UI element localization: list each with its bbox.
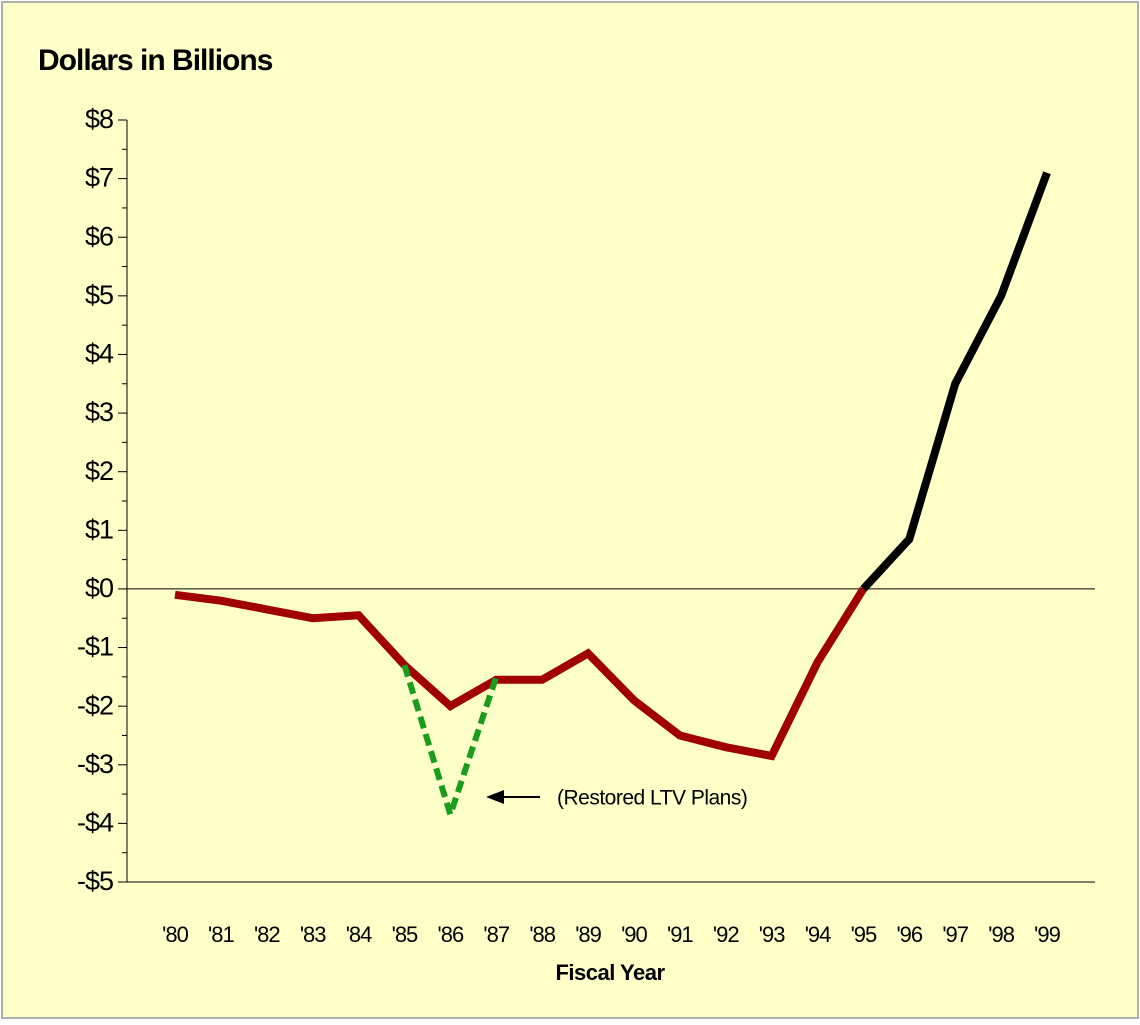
y-tick-label: $0 (85, 573, 113, 603)
y-tick-label: -$4 (77, 808, 114, 838)
y-tick-label: $2 (85, 456, 113, 486)
x-tick-label: '81 (208, 922, 234, 947)
y-tick-label: $1 (85, 514, 113, 544)
x-tick-label: '91 (667, 922, 693, 947)
data-line (860, 171, 1051, 592)
annotation-arrowhead (486, 790, 504, 804)
x-tick-label: '93 (759, 922, 785, 947)
x-tick-label: '88 (529, 922, 555, 947)
y-tick-label: -$2 (77, 690, 113, 720)
y-tick-label: $8 (85, 104, 113, 134)
y-tick-label: $7 (85, 163, 113, 193)
x-tick-label: '89 (575, 922, 601, 947)
y-tick-label: -$5 (77, 866, 113, 896)
y-tick-label: $3 (85, 397, 113, 427)
x-tick-label: '95 (851, 922, 877, 947)
x-tick-label: '82 (254, 922, 280, 947)
y-tick-label: $5 (85, 280, 113, 310)
x-tick-label: '99 (1034, 922, 1060, 947)
y-tick-label: -$1 (77, 632, 113, 662)
x-tick-label: '92 (713, 922, 739, 947)
x-tick-label: '80 (162, 922, 188, 947)
x-tick-label: '87 (483, 922, 509, 947)
x-tick-label: '98 (988, 922, 1014, 947)
x-tick-label: '96 (896, 922, 922, 947)
data-line (401, 664, 500, 825)
y-tick-label: $4 (85, 339, 114, 369)
x-tick-label: '86 (438, 922, 464, 947)
chart-title: Dollars in Billions (38, 44, 273, 77)
x-axis-label: Fiscal Year (555, 960, 665, 985)
x-tick-label: '83 (300, 922, 326, 947)
x-tick-label: '94 (805, 922, 831, 947)
y-tick-label: $6 (85, 221, 113, 251)
annotation: (Restored LTV Plans) (557, 787, 747, 810)
x-tick-label: '90 (621, 922, 647, 947)
y-tick-label: -$3 (77, 749, 113, 779)
data-line (174, 586, 867, 761)
x-tick-label: '97 (942, 922, 968, 947)
x-tick-label: '84 (346, 922, 372, 947)
x-tick-label: '85 (392, 922, 418, 947)
